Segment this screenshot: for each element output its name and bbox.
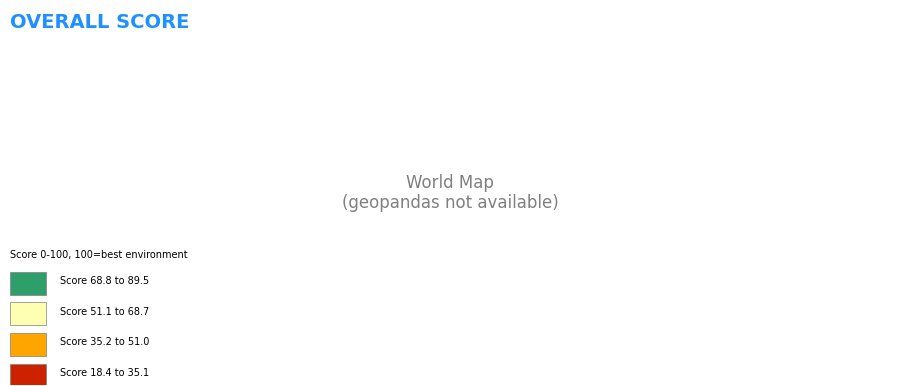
Text: Score 0-100, 100=best environment: Score 0-100, 100=best environment bbox=[11, 251, 188, 261]
Text: World Map
(geopandas not available): World Map (geopandas not available) bbox=[342, 174, 558, 212]
Text: OVERALL SCORE: OVERALL SCORE bbox=[11, 13, 190, 32]
Text: Score 35.2 to 51.0: Score 35.2 to 51.0 bbox=[59, 337, 149, 347]
Text: Score 18.4 to 35.1: Score 18.4 to 35.1 bbox=[59, 368, 148, 378]
Bar bbox=[11, 333, 46, 356]
Bar bbox=[11, 364, 46, 386]
Text: Score 68.8 to 89.5: Score 68.8 to 89.5 bbox=[59, 276, 148, 286]
Text: Score 51.1 to 68.7: Score 51.1 to 68.7 bbox=[59, 307, 149, 317]
Bar bbox=[11, 302, 46, 325]
Bar bbox=[11, 272, 46, 295]
